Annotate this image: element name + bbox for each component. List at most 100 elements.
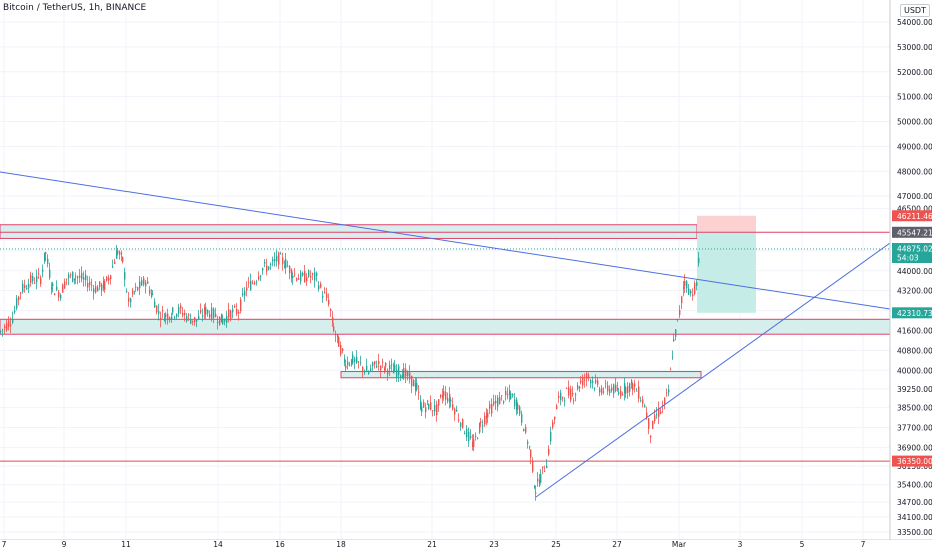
candle-body: [30, 275, 32, 283]
candle-body: [117, 250, 119, 254]
candle-body: [393, 369, 395, 374]
candle-body: [677, 318, 679, 320]
candle-body: [594, 387, 596, 389]
candle-body: [562, 397, 564, 399]
candle-body: [95, 286, 97, 293]
candle-body: [664, 397, 666, 404]
candle-body: [287, 265, 289, 267]
candle-body: [240, 299, 242, 312]
candle-body: [0, 330, 2, 332]
price-tick-label: 39250.00: [897, 385, 932, 394]
price-tick-label: 46500.00: [897, 205, 932, 214]
candle-body: [652, 420, 654, 429]
candle-body: [330, 309, 332, 312]
candle-body: [452, 404, 454, 409]
candle-body: [356, 356, 358, 364]
candle-body: [26, 288, 28, 290]
candle-body: [456, 409, 458, 412]
candle-body: [516, 399, 518, 410]
candle-body: [38, 273, 40, 275]
time-tick-label: 5: [800, 540, 805, 549]
candle-body: [108, 277, 110, 281]
candle-body: [284, 266, 286, 268]
candle-body: [228, 309, 230, 318]
candle-body: [345, 365, 347, 369]
time-tick-label: 3: [738, 540, 743, 549]
candle-body: [152, 293, 154, 295]
candle-body: [475, 435, 477, 437]
candle-body: [36, 275, 38, 283]
mid-zone: [340, 371, 702, 379]
candle-body: [477, 438, 479, 440]
candle-body: [285, 259, 287, 269]
candle-body: [449, 394, 451, 403]
candle-body: [466, 428, 468, 438]
candle-body: [396, 369, 398, 378]
candle-body: [194, 317, 196, 323]
candle-body: [622, 394, 624, 395]
candle-body: [378, 360, 380, 365]
candle-body: [112, 266, 114, 268]
candle-body: [230, 310, 232, 320]
candle-body: [333, 326, 335, 332]
candle-body: [486, 413, 488, 419]
candle-body: [274, 258, 276, 262]
candle-body: [472, 441, 474, 447]
candle-body: [684, 281, 686, 286]
candle-body: [618, 392, 620, 395]
candle-body: [586, 373, 588, 379]
price-tag-label: 44875.02: [897, 245, 932, 254]
candle-body: [24, 285, 26, 288]
candle-body: [632, 383, 634, 391]
price-tick-label: 54000.00: [897, 18, 932, 27]
candle-body: [489, 404, 491, 409]
candle-body: [40, 277, 42, 285]
candle-body: [629, 383, 631, 392]
candle-body: [242, 293, 244, 296]
candle-body: [204, 307, 206, 313]
candle-body: [468, 432, 470, 442]
candle-body: [276, 255, 278, 262]
resistance-zone: [0, 224, 698, 239]
candle-body: [344, 358, 346, 363]
candle-body: [464, 433, 466, 434]
candle-body: [358, 361, 360, 363]
candle-body: [597, 380, 599, 385]
candle-body: [221, 313, 223, 323]
price-tag-label: 36350.00: [897, 457, 932, 466]
currency-badge[interactable]: USDT: [900, 4, 930, 17]
candle-body: [380, 365, 382, 371]
candle-body: [535, 492, 537, 494]
candle-body: [292, 275, 294, 278]
candle-body: [688, 288, 690, 295]
candle-body: [66, 278, 68, 280]
candle-body: [420, 400, 422, 409]
price-tick-label: 40000.00: [897, 366, 932, 375]
candle-body: [34, 282, 36, 284]
countdown-label: 54:03: [897, 254, 919, 263]
candle-body: [103, 280, 105, 289]
candle-body: [627, 385, 629, 393]
candle-body: [174, 316, 176, 318]
candle-body: [636, 390, 638, 392]
candle-body: [480, 421, 482, 423]
candle-body: [482, 425, 484, 427]
candle-body: [294, 273, 296, 275]
candle-body: [416, 382, 418, 390]
candle-body: [213, 308, 215, 318]
candle-body: [447, 398, 449, 402]
candle-body: [222, 319, 224, 324]
candle-body: [458, 419, 460, 421]
candle-body: [145, 282, 147, 287]
candle-body: [4, 326, 6, 329]
candle-body: [224, 318, 226, 322]
candle-body: [217, 321, 219, 324]
candle-body: [68, 274, 70, 279]
candle-body: [54, 293, 56, 296]
candle-body: [110, 275, 112, 280]
candle-body: [326, 293, 328, 299]
candle-body: [196, 319, 198, 322]
candle-body: [219, 316, 221, 325]
